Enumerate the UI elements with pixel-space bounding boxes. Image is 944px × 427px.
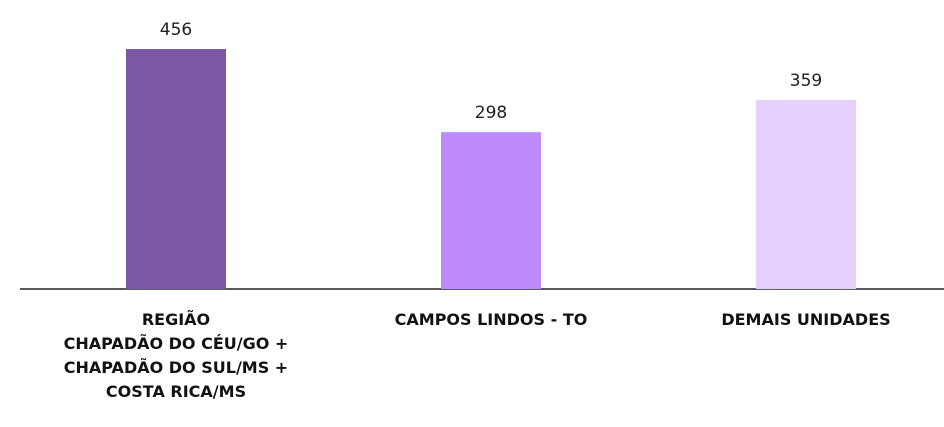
value-label: 359 (790, 71, 822, 91)
value-label: 456 (160, 20, 192, 40)
bar (441, 132, 541, 289)
x-tick-label: CAMPOS LINDOS - TO (394, 310, 588, 329)
x-tick-label: REGIÃO CHAPADÃO DO CÉU/GO + CHAPADÃO DO … (63, 310, 289, 401)
bar (126, 49, 226, 289)
value-label: 298 (475, 103, 507, 123)
x-tick-label: DEMAIS UNIDADES (721, 310, 891, 329)
bar (756, 100, 856, 289)
